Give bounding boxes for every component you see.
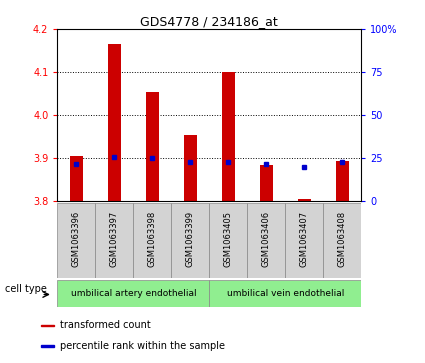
FancyBboxPatch shape [247, 203, 285, 278]
FancyBboxPatch shape [209, 203, 247, 278]
Bar [336, 160, 349, 201]
Bar [184, 135, 197, 201]
Bar [298, 199, 311, 201]
Text: GSM1063398: GSM1063398 [148, 211, 157, 267]
Bar [42, 325, 54, 326]
Text: cell type: cell type [5, 284, 46, 294]
Bar [42, 345, 54, 347]
Bar [222, 72, 235, 201]
Text: umbilical vein endothelial: umbilical vein endothelial [227, 289, 344, 298]
Text: GSM1063399: GSM1063399 [186, 211, 195, 267]
Text: GSM1063397: GSM1063397 [110, 211, 119, 267]
Text: GSM1063407: GSM1063407 [300, 211, 309, 267]
FancyBboxPatch shape [285, 203, 323, 278]
Title: GDS4778 / 234186_at: GDS4778 / 234186_at [140, 15, 278, 28]
Bar [146, 91, 159, 201]
Text: percentile rank within the sample: percentile rank within the sample [60, 341, 225, 351]
Text: umbilical artery endothelial: umbilical artery endothelial [71, 289, 196, 298]
Text: transformed count: transformed count [60, 321, 151, 330]
FancyBboxPatch shape [323, 203, 361, 278]
Text: GSM1063396: GSM1063396 [72, 211, 81, 267]
Text: GSM1063405: GSM1063405 [224, 211, 233, 267]
Bar [70, 156, 83, 201]
FancyBboxPatch shape [57, 280, 209, 307]
FancyBboxPatch shape [95, 203, 133, 278]
Bar [260, 165, 273, 201]
FancyBboxPatch shape [57, 203, 95, 278]
Text: GSM1063408: GSM1063408 [338, 211, 347, 267]
FancyBboxPatch shape [133, 203, 171, 278]
FancyBboxPatch shape [209, 280, 361, 307]
Text: GSM1063406: GSM1063406 [262, 211, 271, 267]
Bar [108, 44, 121, 201]
FancyBboxPatch shape [171, 203, 209, 278]
